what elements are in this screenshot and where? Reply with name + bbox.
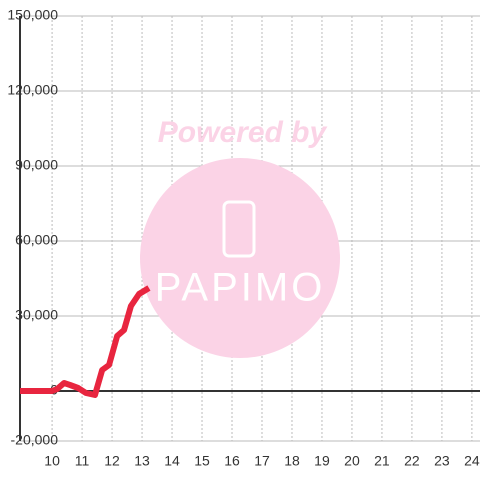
y-tick-label: 120,000 xyxy=(7,82,58,98)
x-tick-label: 13 xyxy=(134,453,150,469)
y-tick-label: 60,000 xyxy=(15,232,58,248)
watermark-text: Powered by xyxy=(158,116,328,149)
x-tick-label: 19 xyxy=(314,453,330,469)
watermark-logo: PAPIMO xyxy=(155,266,326,310)
x-tick-label: 21 xyxy=(374,453,390,469)
y-tick-label: 30,000 xyxy=(15,307,58,323)
watermark-phone xyxy=(222,200,256,258)
x-tick-label: 23 xyxy=(434,453,450,469)
x-tick-label: 24 xyxy=(464,453,480,469)
x-tick-label: 11 xyxy=(75,453,90,469)
x-tick-label: 16 xyxy=(224,453,240,469)
x-tick-label: 14 xyxy=(164,453,180,469)
x-tick-label: 17 xyxy=(254,453,270,469)
y-tick-label: -20,000 xyxy=(11,432,59,448)
data-line xyxy=(20,285,151,398)
x-tick-label: 18 xyxy=(284,453,300,469)
x-tick-label: 22 xyxy=(404,453,420,469)
x-tick-label: 20 xyxy=(344,453,360,469)
y-tick-label: 90,000 xyxy=(15,157,58,173)
x-tick-label: 10 xyxy=(44,453,60,469)
y-tick-label: 150,000 xyxy=(7,7,58,23)
x-tick-label: 12 xyxy=(104,453,120,469)
watermark-circle xyxy=(140,158,340,358)
x-tick-label: 15 xyxy=(194,453,210,469)
